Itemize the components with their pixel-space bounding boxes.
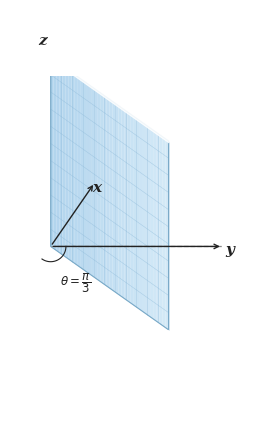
Polygon shape — [98, 92, 101, 282]
Text: x: x — [92, 180, 101, 194]
Polygon shape — [145, 125, 148, 316]
Polygon shape — [124, 111, 127, 301]
Polygon shape — [101, 94, 104, 284]
Polygon shape — [80, 79, 83, 270]
Polygon shape — [163, 138, 166, 328]
Polygon shape — [112, 102, 116, 292]
Polygon shape — [142, 123, 145, 313]
Polygon shape — [110, 100, 112, 291]
Polygon shape — [119, 106, 121, 297]
Text: z: z — [38, 34, 47, 48]
Polygon shape — [139, 121, 142, 311]
Polygon shape — [65, 69, 68, 259]
Polygon shape — [133, 117, 136, 307]
Polygon shape — [86, 83, 89, 274]
Polygon shape — [151, 129, 154, 319]
Polygon shape — [92, 88, 95, 278]
Polygon shape — [68, 71, 71, 261]
Polygon shape — [127, 113, 130, 303]
Polygon shape — [157, 133, 160, 324]
Polygon shape — [136, 119, 139, 309]
Polygon shape — [116, 104, 119, 295]
Polygon shape — [89, 86, 92, 276]
Polygon shape — [154, 131, 157, 322]
Polygon shape — [74, 75, 77, 266]
Polygon shape — [160, 135, 163, 326]
Polygon shape — [54, 61, 57, 251]
Polygon shape — [104, 96, 107, 286]
Polygon shape — [166, 140, 169, 330]
Polygon shape — [59, 65, 62, 255]
Text: y: y — [225, 243, 234, 257]
Polygon shape — [148, 127, 151, 317]
Polygon shape — [62, 67, 65, 257]
Polygon shape — [121, 108, 124, 299]
Polygon shape — [71, 73, 74, 264]
Polygon shape — [57, 63, 59, 253]
Polygon shape — [95, 90, 98, 280]
Polygon shape — [83, 81, 86, 272]
Polygon shape — [77, 77, 80, 267]
Polygon shape — [107, 98, 110, 289]
Text: $\theta = \dfrac{\pi}{3}$: $\theta = \dfrac{\pi}{3}$ — [60, 270, 92, 294]
Polygon shape — [51, 58, 54, 249]
Polygon shape — [130, 115, 133, 305]
